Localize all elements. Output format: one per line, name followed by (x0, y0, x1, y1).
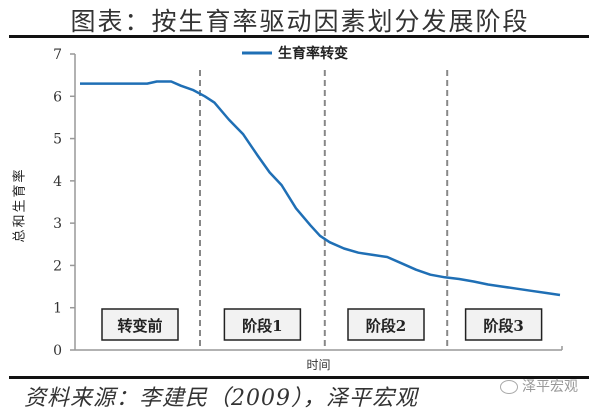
wechat-icon (500, 380, 518, 394)
y-tick-label: 7 (53, 47, 62, 63)
stage-box (223, 308, 302, 341)
stage-label: 阶段1 (242, 317, 282, 335)
y-tick-label: 2 (53, 258, 62, 274)
x-axis-title: 时间 (306, 358, 330, 372)
y-tick-label: 3 (53, 216, 62, 232)
line-chart: 0 1 2 3 4 5 6 7 时间 转变前 阶段1 阶段2 阶段3 生育率转变 (53, 45, 563, 372)
stage-box (464, 308, 543, 341)
source-note: 资料来源：李建民（2009），泽平宏观 (24, 386, 418, 411)
stage-box (101, 308, 179, 341)
stage-label: 阶段3 (483, 317, 523, 335)
y-tick-label: 4 (53, 174, 62, 190)
stage-box (347, 308, 425, 341)
stage-label: 转变前 (117, 317, 162, 335)
stage-label: 阶段2 (366, 317, 406, 335)
series-line (80, 80, 561, 297)
watermark: 泽平宏观 (500, 376, 578, 396)
y-tick-label: 1 (53, 301, 62, 317)
legend-label: 生育率转变 (278, 45, 348, 62)
title-underline (9, 35, 589, 38)
chart-title: 图表：按生育率驱动因素划分发展阶段 (70, 7, 530, 36)
y-tick-label: 6 (53, 89, 62, 105)
footer-rule (9, 376, 589, 379)
y-tick-label: 5 (53, 132, 62, 148)
y-tick-label: 0 (53, 343, 62, 359)
